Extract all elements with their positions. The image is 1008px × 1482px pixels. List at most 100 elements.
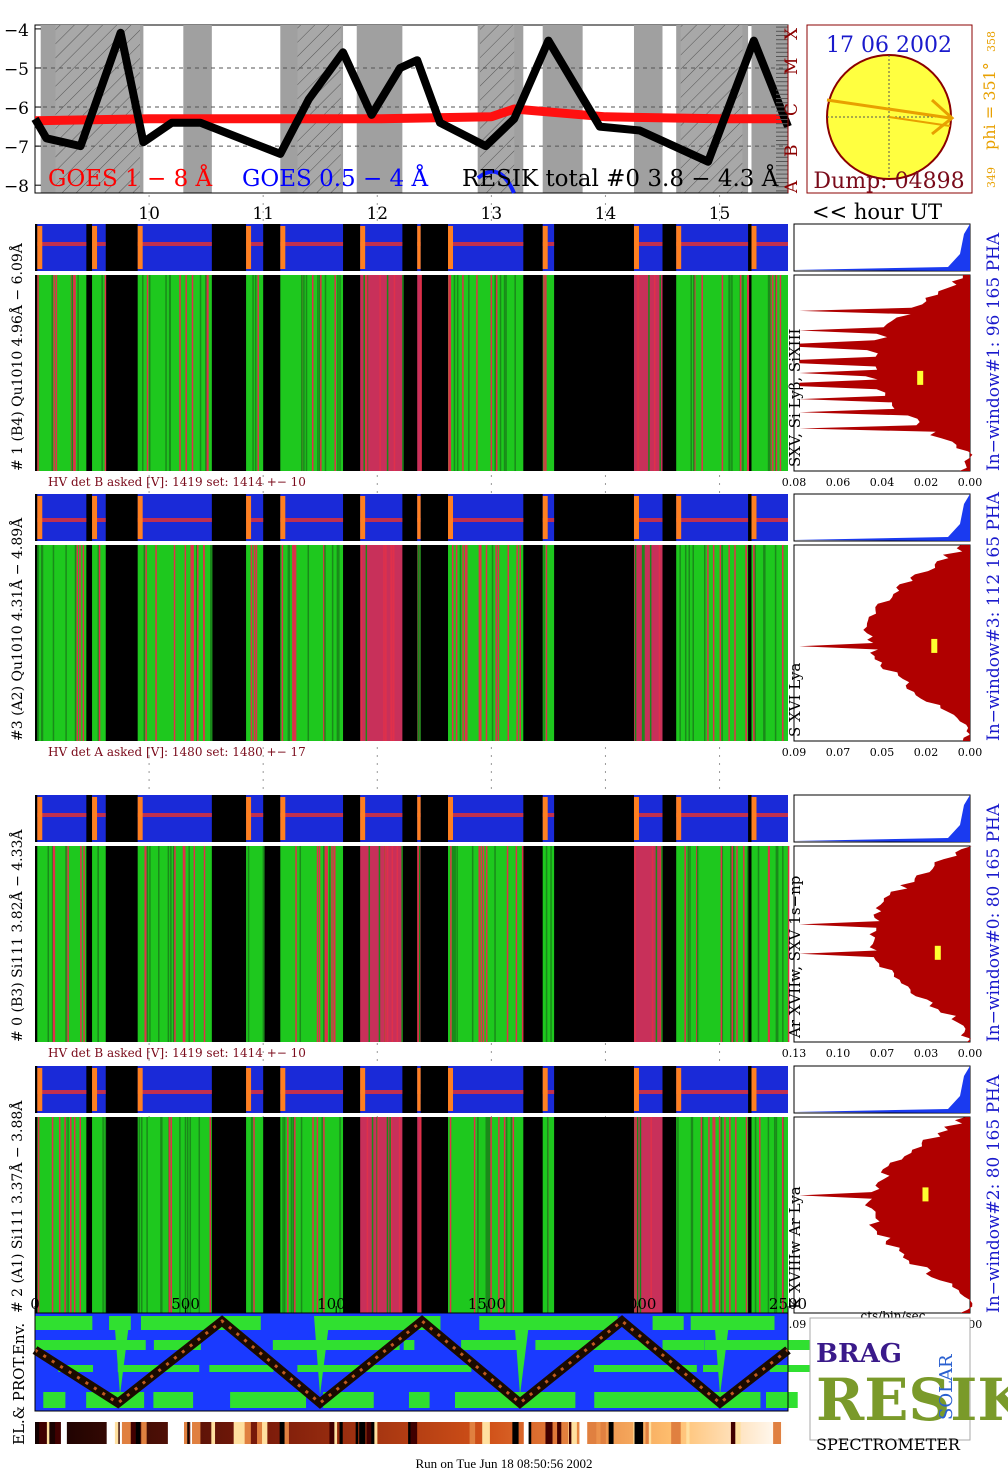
spectrum-stripe <box>651 846 654 1042</box>
spectrum-stripe <box>490 275 493 471</box>
environment-green-patch <box>745 1340 805 1350</box>
spectrum-stripe <box>305 275 308 471</box>
detector-panel-1: #3 (A2) Qu1010 4.31Å − 4.89Å HV det A ask… <box>8 491 1004 759</box>
spectrum-stripe <box>324 545 326 741</box>
spectrum-stripe <box>206 275 208 471</box>
spectrum-block <box>360 846 403 1042</box>
environment-strip-bar <box>773 1422 782 1444</box>
strip-blue-segment <box>542 494 555 541</box>
environment-strip-bar <box>257 1422 266 1444</box>
spectrum-stripe <box>209 1117 212 1313</box>
spectrum-stripe <box>292 545 294 741</box>
spectrum-stripe <box>193 846 196 1042</box>
spectrum-stripe <box>294 545 297 741</box>
spectrum-stripe <box>58 1117 61 1313</box>
spectrum-stripe <box>545 846 548 1042</box>
environment-strip-bar <box>167 1422 175 1444</box>
strip-red-line <box>360 1090 403 1094</box>
spectrum-stripe <box>379 275 381 471</box>
environment-strip-bar <box>672 1422 681 1444</box>
spectrum-stripe <box>658 545 661 741</box>
spectrum-stripe <box>451 846 454 1042</box>
strip-blue-segment <box>448 795 524 842</box>
bottom-x-axis: 0 500 1000 1500 2000 2500 <box>30 1295 807 1313</box>
spectrum-stripe <box>688 545 690 741</box>
strip-red-line <box>448 242 524 246</box>
spectrum-stripe <box>485 846 488 1042</box>
spectrum-stripe <box>263 846 265 1042</box>
spectrum-stripe <box>391 545 393 741</box>
spectrum-stripe <box>693 275 695 471</box>
spectrum-stripe <box>74 275 76 471</box>
resik-logo: BRAG RESIK SOLAR SPECTROMETER <box>809 1317 1008 1454</box>
detector-label: # 1 (B4) Qu1010 4.96Å − 6.09Å <box>8 242 26 471</box>
line-profile <box>799 1117 973 1313</box>
spectrum-stripe <box>252 275 254 471</box>
strip-red-line <box>676 518 749 522</box>
spectrum-stripe <box>720 1117 723 1313</box>
spectrum-stripe <box>255 545 258 741</box>
spectrum-stripe <box>495 275 498 471</box>
strip-red-line <box>246 518 264 522</box>
spectrum-stripe <box>763 545 765 741</box>
spectrum-stripe <box>83 846 85 1042</box>
spectrum-stripe <box>334 275 336 471</box>
spectrum-stripe <box>712 545 715 741</box>
goes-legend: GOES 1 − 8 Å GOES 0.5 − 4 Å RESIK total … <box>48 164 779 192</box>
spectrum-stripe <box>384 846 386 1042</box>
spectrum-stripe <box>146 846 149 1042</box>
strip-red-line <box>751 813 788 817</box>
spectrum-stripe <box>138 1117 141 1313</box>
spectrum-stripe <box>771 275 774 471</box>
strip-red-line <box>448 1090 524 1094</box>
spectrum-stripe <box>199 275 202 471</box>
pha-small-frame <box>793 794 971 843</box>
spectrum-stripe <box>365 545 368 741</box>
spectrum-stripe <box>67 846 69 1042</box>
spectrum-stripe <box>746 846 749 1042</box>
environment-strip-bar <box>608 1422 614 1444</box>
spectrum-stripe <box>510 1117 513 1313</box>
strip-orange-edge <box>137 496 143 539</box>
strip-orange-edge <box>633 496 639 539</box>
spectrum-stripe <box>634 846 636 1042</box>
environment-strip-bar <box>408 1422 418 1444</box>
environment-green-patch <box>140 1316 194 1330</box>
spectrum-stripe <box>148 275 151 471</box>
environment-strip-bar <box>482 1422 490 1444</box>
pha-tick-label: 0.07 <box>870 1047 895 1060</box>
spectrum-stripe <box>659 846 662 1042</box>
strip-orange-edge <box>280 1068 286 1111</box>
environment-green-patch <box>535 1340 549 1350</box>
strip-orange-edge <box>246 496 252 539</box>
strip-orange-edge <box>417 797 421 840</box>
environment-strip-bar <box>366 1422 372 1444</box>
spectrum-stripe <box>516 545 518 741</box>
spectrum-stripe <box>321 1117 323 1313</box>
strip-orange-edge <box>37 797 43 840</box>
spectrum-stripe <box>521 846 524 1042</box>
spectrum-stripe <box>455 545 458 741</box>
strip-orange-edge <box>246 226 252 269</box>
environment-strip-bar <box>557 1422 562 1444</box>
spectrum-stripe <box>378 846 381 1042</box>
line-identification: S XVI Lya <box>786 663 804 737</box>
resik-total-curve <box>31 28 792 166</box>
spectrum-stripe <box>468 275 470 471</box>
strip-red-line <box>633 242 663 246</box>
spectrum-stripe <box>708 1117 710 1313</box>
spectrum-stripe <box>731 846 734 1042</box>
spectrum-stripe <box>146 275 149 471</box>
spectrum-stripe <box>98 545 101 741</box>
spectrum-stripe <box>161 1117 163 1313</box>
spectrum-stripe <box>293 545 296 741</box>
spectrum-stripe <box>742 275 744 471</box>
pha-histogram <box>794 494 970 541</box>
spectrum-stripe <box>490 1117 492 1313</box>
strip-orange-edge <box>360 496 366 539</box>
environment-strip-bar <box>55 1422 63 1444</box>
spectrum-stripe <box>739 275 742 471</box>
strip-red-line <box>92 1090 106 1094</box>
detector-panel-0: # 1 (B4) Qu1010 4.96Å − 6.09Å HV det B as… <box>8 223 1004 489</box>
strip-red-line <box>92 242 106 246</box>
